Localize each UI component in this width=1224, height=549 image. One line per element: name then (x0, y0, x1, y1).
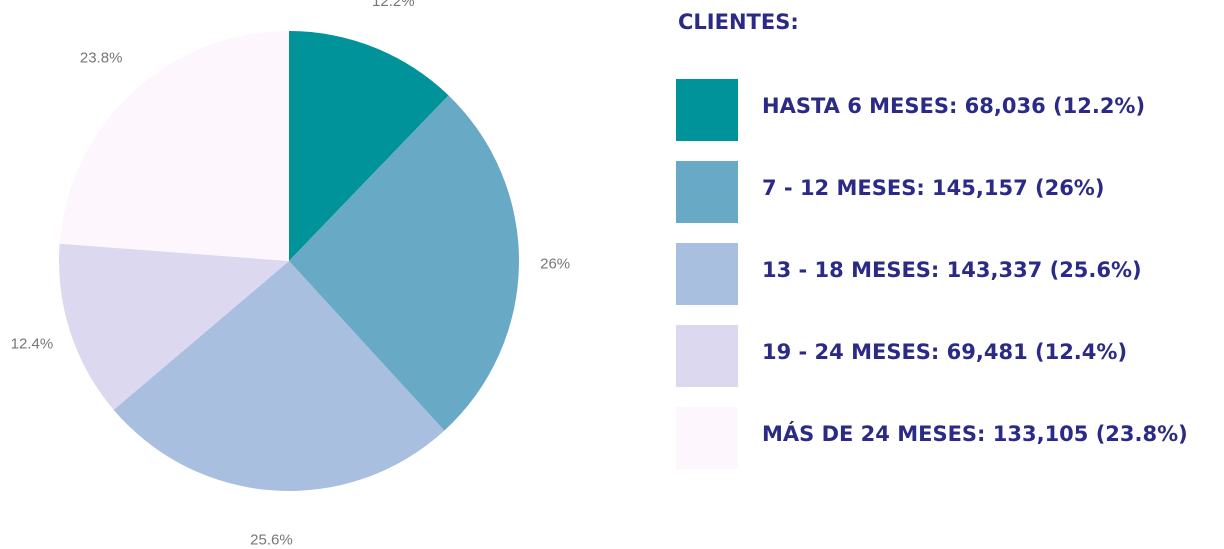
value-label: 23.8% (80, 49, 123, 66)
pie-slice (59, 31, 289, 261)
value-label: 26% (540, 255, 570, 272)
pie-slice (113, 261, 445, 491)
legend-label: 19 - 24 MESES: 69,481 (12.4%) (762, 340, 1127, 364)
legend-label: HASTA 6 MESES: 68,036 (12.2%) (762, 94, 1145, 118)
legend-title: CLIENTES: (678, 10, 799, 34)
value-label: 25.6% (250, 531, 293, 548)
legend-swatch (676, 79, 738, 141)
legend-label: 7 - 12 MESES: 145,157 (26%) (762, 176, 1104, 200)
legend-swatch (676, 407, 738, 469)
pie-slice (289, 31, 449, 261)
pie-slice (289, 95, 519, 431)
pie-slice (58, 243, 290, 410)
value-label: 12.2% (372, 0, 415, 10)
value-label: 12.4% (11, 336, 54, 353)
legend-swatch (676, 243, 738, 305)
legend-swatch (676, 161, 738, 223)
legend-swatch (676, 325, 738, 387)
legend-label: MÁS DE 24 MESES: 133,105 (23.8%) (762, 421, 1188, 446)
legend-label: 13 - 18 MESES: 143,337 (25.6%) (762, 258, 1142, 282)
